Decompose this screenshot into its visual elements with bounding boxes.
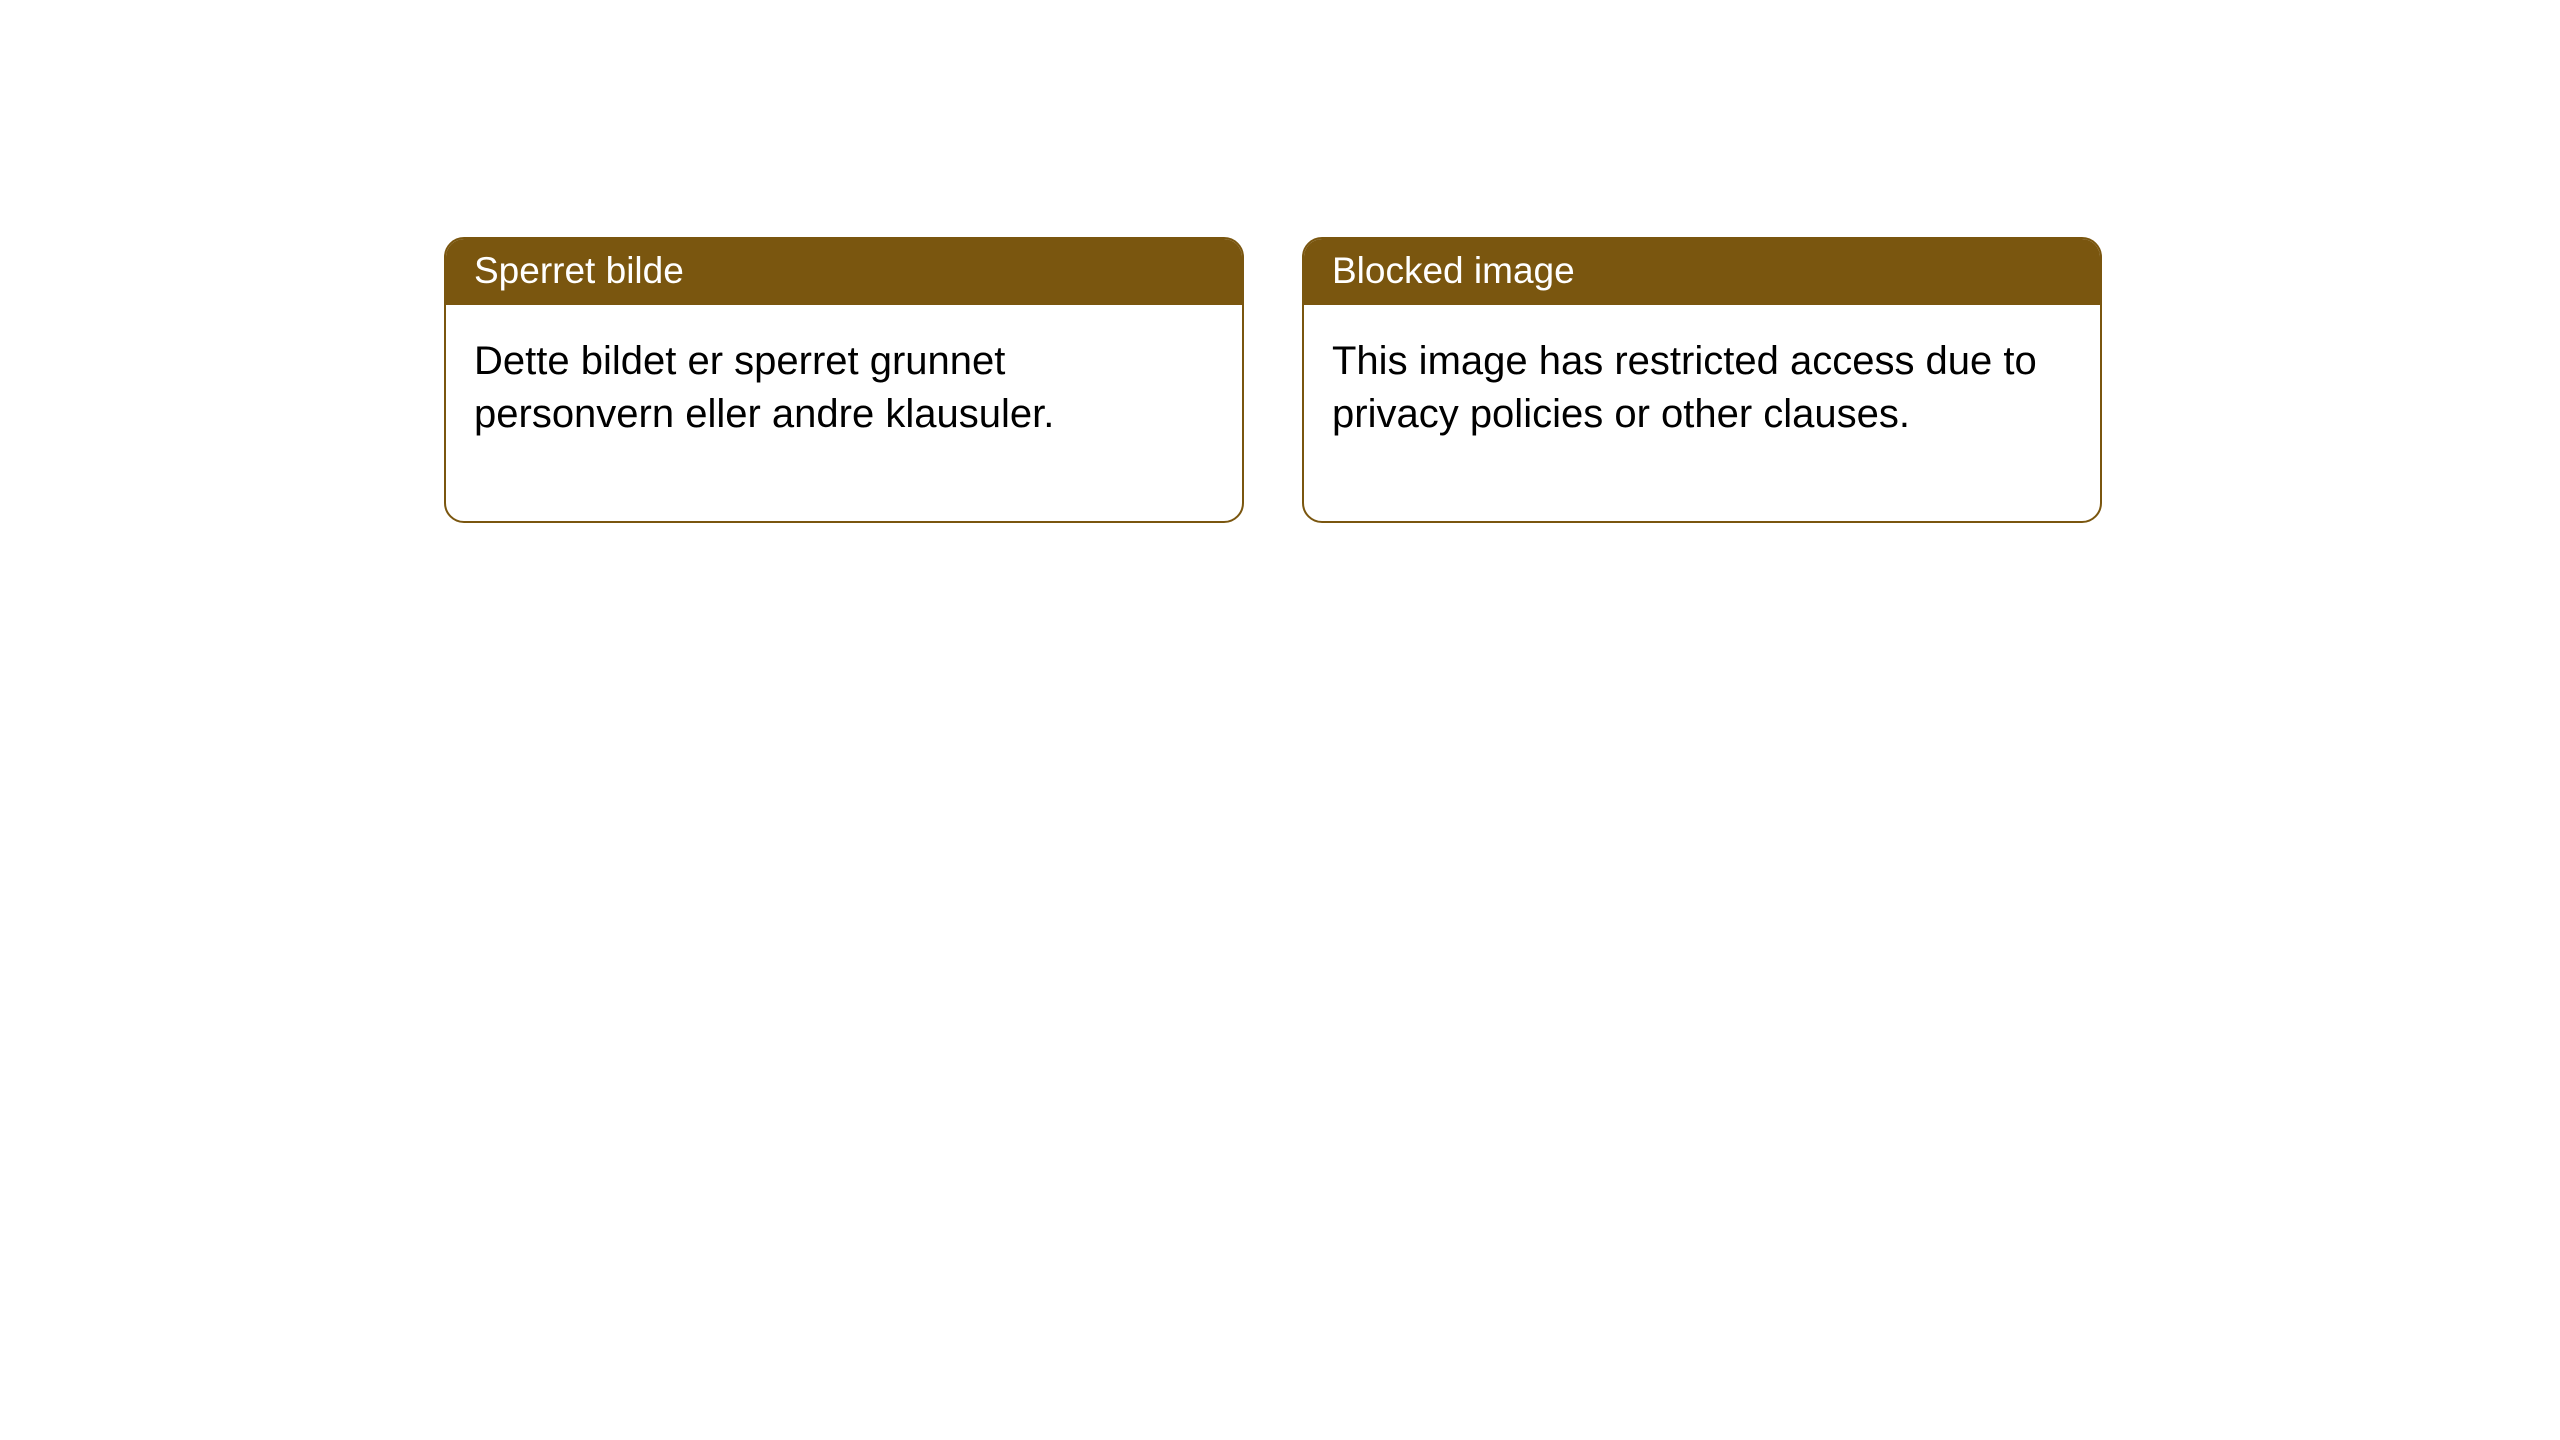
notice-header-no: Sperret bilde (446, 239, 1242, 305)
notice-container: Sperret bilde Dette bildet er sperret gr… (444, 237, 2102, 523)
notice-header-en: Blocked image (1304, 239, 2100, 305)
notice-body-no: Dette bildet er sperret grunnet personve… (446, 305, 1242, 521)
notice-card-no: Sperret bilde Dette bildet er sperret gr… (444, 237, 1244, 523)
notice-card-en: Blocked image This image has restricted … (1302, 237, 2102, 523)
notice-body-en: This image has restricted access due to … (1304, 305, 2100, 521)
